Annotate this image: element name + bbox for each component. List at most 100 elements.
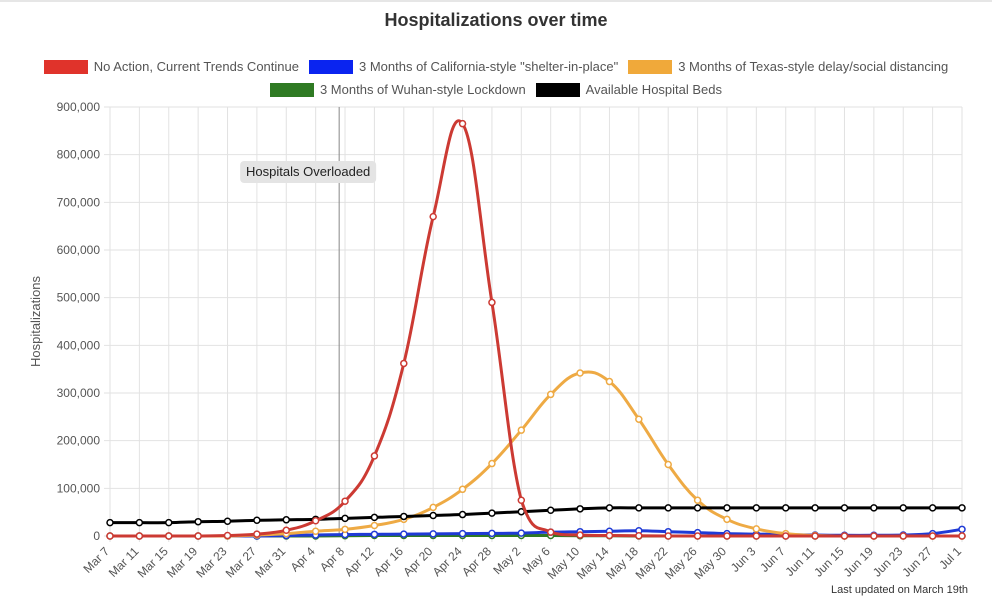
x-tick-label: Mar 23 [193,544,230,581]
y-tick-label: 800,000 [57,148,101,162]
chart-title: Hospitalizations over time [384,10,608,30]
series-hospital-beds [106,504,966,527]
data-point-hospital-beds [811,504,819,512]
y-tick-label: 300,000 [57,386,101,400]
legend-item-wuhan[interactable]: 3 Months of Wuhan-style Lockdown [269,82,526,97]
data-point-hospital-beds [752,504,761,512]
top-border [0,0,992,2]
data-point-no-action [928,532,937,540]
x-tick-label: Mar 31 [252,544,289,581]
legend-swatch-no-action [43,59,88,74]
data-point-hospital-beds [605,504,614,512]
data-point-no-action [811,532,819,540]
data-point-hospital-beds [870,504,878,512]
legend-swatch-california [308,59,353,74]
x-tick-label: Apr 4 [288,544,318,574]
x-tick-label: May 2 [490,544,523,577]
data-point-texas [664,460,672,469]
data-point-no-action [400,359,408,368]
data-point-texas [752,525,761,533]
legend-row-2: 3 Months of Wuhan-style Lockdown Availab… [0,82,992,97]
data-point-no-action [605,531,614,540]
y-tick-label: 100,000 [57,481,101,495]
data-point-hospital-beds [664,504,672,512]
x-tick-label: Jun 23 [870,544,906,580]
data-point-hospital-beds [341,514,349,523]
legend-item-texas[interactable]: 3 Months of Texas-style delay/social dis… [628,59,948,74]
data-point-hospital-beds [429,511,437,520]
legend-row-1: No Action, Current Trends Continue 3 Mon… [0,59,992,74]
data-point-california [429,530,437,538]
last-updated-note: Last updated on March 19th [831,584,968,596]
data-point-california [488,529,496,538]
y-tick-label: 900,000 [57,100,101,114]
data-point-hospital-beds [899,504,907,512]
legend-label-hospital-beds: Available Hospital Beds [585,82,723,97]
series-texas [106,369,966,540]
data-point-hospital-beds [723,504,731,512]
data-point-no-action [488,298,496,307]
data-point-no-action [341,497,349,505]
y-tick-label: 700,000 [57,195,101,209]
data-point-hospital-beds [635,504,643,512]
annotation-label: Hospitals Overloaded [246,164,370,179]
data-point-no-action [781,532,790,540]
data-point-hospital-beds [958,504,966,512]
series-no-action [106,119,966,540]
data-point-hospital-beds [840,504,849,512]
data-point-no-action [870,532,878,540]
data-point-california [517,529,526,537]
data-point-no-action [370,452,379,460]
y-tick-label: 200,000 [57,434,101,448]
y-tick-label: 0 [93,529,100,543]
data-point-no-action [253,530,261,538]
data-point-no-action [223,531,232,540]
data-point-no-action [576,531,584,539]
legend-label-california: 3 Months of California-style "shelter-in… [358,59,619,74]
annotation-box [240,161,377,183]
y-tick-label: 400,000 [57,338,101,352]
data-point-hospital-beds [693,504,702,512]
series-line-no-action [110,119,962,538]
data-point-texas [458,485,467,494]
series-line-hospital-beds [109,506,962,525]
x-tick-label: Jun 3 [728,544,759,575]
data-point-hospital-beds [781,504,790,512]
data-point-texas [429,503,437,512]
x-tick-label: Mar 27 [223,544,260,581]
x-tick-label: Jun 19 [841,544,877,580]
data-point-hospital-beds [546,506,555,515]
data-point-hospital-beds [576,505,584,513]
x-tick-label: Apr 16 [371,544,406,579]
data-point-no-action [635,532,643,540]
data-point-california [458,529,467,538]
legend-item-no-action[interactable]: No Action, Current Trends Continue [43,59,299,74]
x-tick-label: Mar 11 [106,544,142,580]
y-tick-label: 600,000 [57,243,101,257]
data-point-texas [341,525,349,534]
data-point-texas [605,377,614,386]
data-point-hospital-beds [370,513,379,522]
data-point-no-action [311,516,320,525]
data-point-texas [370,521,379,530]
data-point-no-action [664,532,672,540]
legend-swatch-wuhan [269,82,314,97]
legend-swatch-texas [628,59,673,74]
data-point-hospital-beds [458,510,467,519]
x-tick-label: Apr 28 [459,544,494,579]
data-point-texas [311,527,320,535]
y-tick-label: 500,000 [57,291,101,305]
legend-item-california[interactable]: 3 Months of California-style "shelter-in… [308,59,619,74]
data-point-texas [635,415,643,423]
legend-item-hospital-beds[interactable]: Available Hospital Beds [535,82,723,97]
data-point-texas [488,459,496,468]
data-point-no-action [282,526,291,535]
data-point-no-action [840,532,849,540]
x-tick-label: Mar 19 [164,544,201,581]
data-point-no-action [693,532,702,540]
legend-swatch-hospital-beds [535,82,580,97]
y-axis-title: Hospitalizations [28,275,43,367]
data-point-hospital-beds [194,517,202,526]
data-point-california [958,525,966,534]
